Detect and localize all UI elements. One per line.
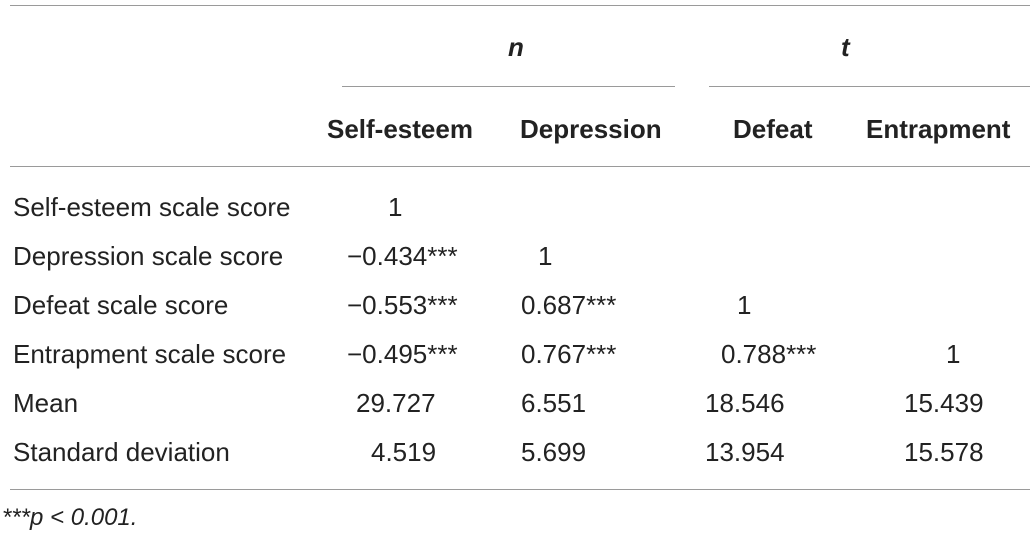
table-cell: 1 [388, 192, 403, 222]
table-cell: 1 [737, 290, 752, 320]
table-cell: −0.434*** [347, 241, 458, 271]
table-cell: 1 [538, 241, 553, 271]
row-label: Standard deviation [13, 437, 230, 467]
group-header-t: t [841, 32, 850, 62]
row-label: Defeat scale score [13, 290, 229, 320]
table-cell: −0.553*** [347, 290, 458, 320]
group-t-underline [709, 86, 1030, 87]
table-cell: 1 [946, 339, 961, 369]
table-cell: 5.699 [521, 437, 587, 467]
table-cell: 15.439 [904, 388, 984, 418]
table-cell: 13.954 [705, 437, 785, 467]
row-label: Mean [13, 388, 79, 418]
bottom-rule [10, 489, 1030, 490]
table-footnote: ***p < 0.001. [2, 504, 138, 531]
column-header-defeat: Defeat [733, 114, 813, 144]
group-header-n: n [508, 32, 524, 62]
table-cell: 15.578 [904, 437, 984, 467]
column-header-self-esteem: Self-esteem [327, 114, 473, 144]
column-header-depression: Depression [520, 114, 662, 144]
row-label: Depression scale score [13, 241, 284, 271]
group-n-underline [342, 86, 675, 87]
table-cell: 18.546 [705, 388, 785, 418]
column-header-entrapment: Entrapment [866, 114, 1011, 144]
table-cell: 0.767*** [521, 339, 617, 369]
table-cell: 29.727 [356, 388, 436, 418]
row-label: Self-esteem scale score [13, 192, 291, 222]
row-label: Entrapment scale score [13, 339, 287, 369]
table-cell: 6.551 [521, 388, 587, 418]
header-rule [10, 166, 1030, 167]
table-cell: −0.495*** [347, 339, 458, 369]
table-cell: 0.788*** [721, 339, 817, 369]
top-rule [10, 5, 1030, 6]
table-cell: 0.687*** [521, 290, 617, 320]
table-cell: 4.519 [371, 437, 437, 467]
